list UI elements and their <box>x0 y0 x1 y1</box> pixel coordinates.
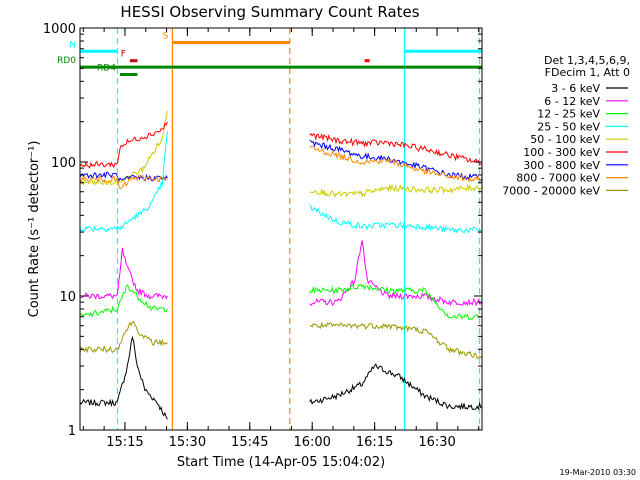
legend-label-2: 12 - 25 keV <box>537 108 600 121</box>
legend: Det 1,3,4,5,6,9,FDecim 1, Att 0 3 - 6 keV… <box>502 54 630 197</box>
series-line-8-0 <box>79 321 168 354</box>
legend-label-8: 7000 - 20000 keV <box>502 184 600 197</box>
plot-frame <box>79 27 483 431</box>
legend-label-4: 50 - 100 keV <box>530 133 600 146</box>
series-line-5-0 <box>79 121 168 169</box>
legend-label-3: 25 - 50 keV <box>537 120 600 133</box>
series-line-0-0 <box>79 335 168 420</box>
status-bar-label-0: S <box>163 31 169 41</box>
x-tick-label-0: 15:15 <box>106 435 143 450</box>
x-axis-ticks: 15:15 15:30 15:45 16:00 16:15 16:30 <box>82 28 480 450</box>
y-tick-label-0: 1 <box>68 424 76 439</box>
series-line-1-1 <box>309 240 483 307</box>
series-line-1-0 <box>79 247 168 300</box>
series-line-5-1 <box>309 132 483 167</box>
footer-timestamp: 19-Mar-2010 03:30 <box>560 468 637 477</box>
plot-area: S F N RD0 RD4 1 10 100 1000 15:15 15:30 15:45 16:0… <box>43 22 483 450</box>
status-bar-label-3: N <box>69 40 76 50</box>
status-bar-label-1: F <box>121 50 126 60</box>
series-lines <box>79 111 483 420</box>
series-line-2-1 <box>309 283 482 321</box>
series-line-3-0 <box>79 131 168 232</box>
legend-label-0: 3 - 6 keV <box>551 82 600 95</box>
x-tick-label-2: 15:45 <box>231 435 268 450</box>
status-bar-label-6: RD4 <box>97 63 116 73</box>
series-line-2-0 <box>79 284 168 318</box>
vertical-markers <box>116 28 481 430</box>
series-line-7-1 <box>309 145 483 183</box>
y-axis-ticks: 1 10 100 1000 <box>43 22 482 439</box>
y-tick-label-1: 10 <box>59 290 76 305</box>
y-tick-label-3: 1000 <box>43 22 76 37</box>
legend-label-6: 300 - 800 keV <box>523 159 600 172</box>
legend-label-1: 6 - 12 keV <box>544 95 600 108</box>
series-line-0-1 <box>309 363 483 411</box>
y-axis-label: Count Rate (s⁻¹ detector⁻¹) <box>27 141 42 318</box>
series-line-4-1 <box>309 183 483 199</box>
status-bars: S F N RD0 RD4 <box>57 31 482 76</box>
series-line-8-1 <box>309 321 483 359</box>
x-tick-label-1: 15:30 <box>169 435 206 450</box>
legend-header-0: Det 1,3,4,5,6,9, <box>544 54 630 67</box>
y-tick-label-2: 100 <box>51 156 76 171</box>
x-tick-label-4: 16:15 <box>356 435 393 450</box>
series-line-3-1 <box>309 204 483 234</box>
x-tick-label-5: 16:30 <box>418 435 455 450</box>
legend-header-1: FDecim 1, Att 0 <box>545 66 630 79</box>
series-line-7-0 <box>79 174 168 190</box>
chart-title: HESSI Observing Summary Count Rates <box>120 3 419 21</box>
legend-label-5: 100 - 300 keV <box>523 146 600 159</box>
x-axis-label: Start Time (14-Apr-05 15:04:02) <box>177 455 385 470</box>
status-bar-label-5: RD0 <box>57 56 76 66</box>
legend-label-7: 800 - 7000 keV <box>516 172 600 185</box>
series-line-4-0 <box>79 111 168 186</box>
x-tick-label-3: 16:00 <box>293 435 330 450</box>
